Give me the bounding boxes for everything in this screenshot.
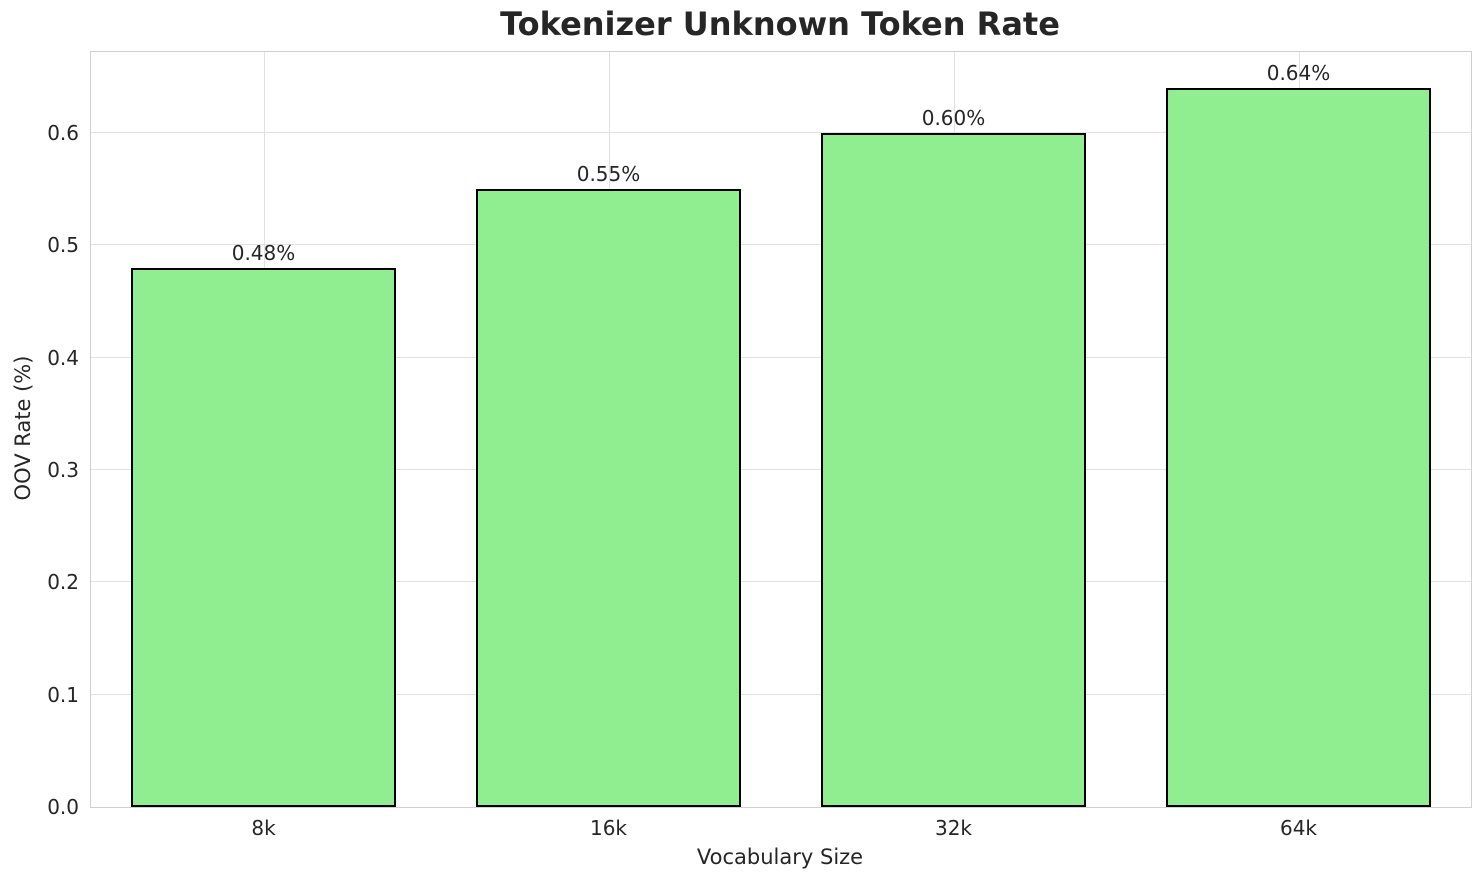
- gridline-horizontal: [91, 693, 1471, 695]
- y-tick-label: 0.1: [47, 682, 79, 707]
- y-axis-label: OOV Rate (%): [11, 355, 35, 501]
- bar-value-label: 0.55%: [576, 162, 641, 187]
- x-axis-label: Vocabulary Size: [696, 845, 864, 869]
- y-tick-label: 0.4: [47, 345, 79, 370]
- bar: [1166, 87, 1431, 807]
- y-tick-label: 0.3: [47, 457, 79, 482]
- x-tick-label: 64k: [1279, 816, 1318, 840]
- bar-value-label: 0.64%: [1266, 60, 1331, 85]
- bar: [476, 189, 741, 807]
- chart-title: Tokenizer Unknown Token Rate: [500, 5, 1060, 43]
- gridline-horizontal: [91, 244, 1471, 246]
- x-tick-label: 8k: [251, 816, 276, 840]
- y-tick-label: 0.2: [47, 570, 79, 595]
- bar: [821, 132, 1086, 807]
- gridline-horizontal: [91, 581, 1471, 583]
- gridline-horizontal: [91, 131, 1471, 133]
- bar: [131, 267, 396, 807]
- y-tick-label: 0.0: [47, 795, 79, 819]
- x-tick-label: 32k: [934, 816, 973, 840]
- y-tick-label: 0.5: [47, 233, 79, 258]
- bar-value-label: 0.60%: [921, 105, 986, 130]
- plot-area: 0.0 0.1 0.2 0.3 0.4 0.5 0.6 0.48% 8k 0.55% 16k 0.60…: [47, 51, 1472, 838]
- y-tick-label: 0.6: [47, 120, 79, 145]
- bar-value-label: 0.48%: [231, 240, 296, 265]
- x-tick-label: 16k: [589, 816, 628, 840]
- gridline-horizontal: [91, 468, 1471, 470]
- gridline-horizontal: [91, 356, 1471, 358]
